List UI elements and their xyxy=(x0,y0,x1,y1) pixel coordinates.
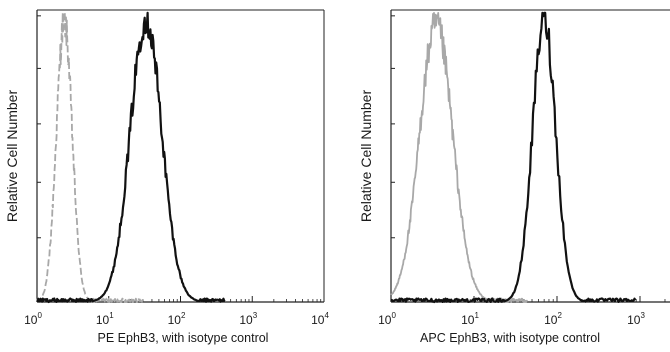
x-tick-label-3: 103 xyxy=(627,311,645,327)
x-tick-exponent: 1 xyxy=(474,311,479,320)
x-tick-exponent: 3 xyxy=(640,311,645,320)
x-tick-exponent: 1 xyxy=(109,311,114,320)
x-tick-exponent: 3 xyxy=(253,311,258,320)
x-tick-label-1: 101 xyxy=(461,311,479,327)
histogram-series-isotype-control xyxy=(390,11,528,303)
x-tick-exponent: 2 xyxy=(557,311,562,320)
x-tick-exponent: 0 xyxy=(391,311,396,320)
x-tick-base: 10 xyxy=(544,313,558,327)
x-tick-base: 10 xyxy=(627,313,641,327)
x-tick-label-4: 104 xyxy=(311,311,329,327)
x-axis-label: PE EphB3, with isotype control xyxy=(98,331,269,345)
x-tick-base: 10 xyxy=(96,313,110,327)
x-tick-label-2: 102 xyxy=(544,311,562,327)
x-tick-label-1: 101 xyxy=(96,311,114,327)
x-tick-label-3: 103 xyxy=(239,311,257,327)
y-axis-label: Relative Cell Number xyxy=(358,90,374,223)
x-tick-base: 10 xyxy=(168,313,182,327)
y-axis-label: Relative Cell Number xyxy=(4,90,20,223)
x-tick-base: 10 xyxy=(461,313,475,327)
x-axis-label: APC EphB3, with isotype control xyxy=(420,331,600,345)
histogram-series-ephb3 xyxy=(390,11,637,304)
x-tick-exponent: 2 xyxy=(181,311,186,320)
x-tick-label-0: 100 xyxy=(378,311,396,327)
x-tick-base: 10 xyxy=(239,313,253,327)
x-tick-label-0: 100 xyxy=(24,311,42,327)
x-tick-exponent: 0 xyxy=(37,311,42,320)
x-tick-label-2: 102 xyxy=(168,311,186,327)
x-tick-base: 10 xyxy=(311,313,325,327)
x-tick-exponent: 4 xyxy=(324,311,329,320)
x-tick-base: 10 xyxy=(378,313,392,327)
x-tick-base: 10 xyxy=(24,313,38,327)
histogram-series-ephb3 xyxy=(36,11,226,304)
